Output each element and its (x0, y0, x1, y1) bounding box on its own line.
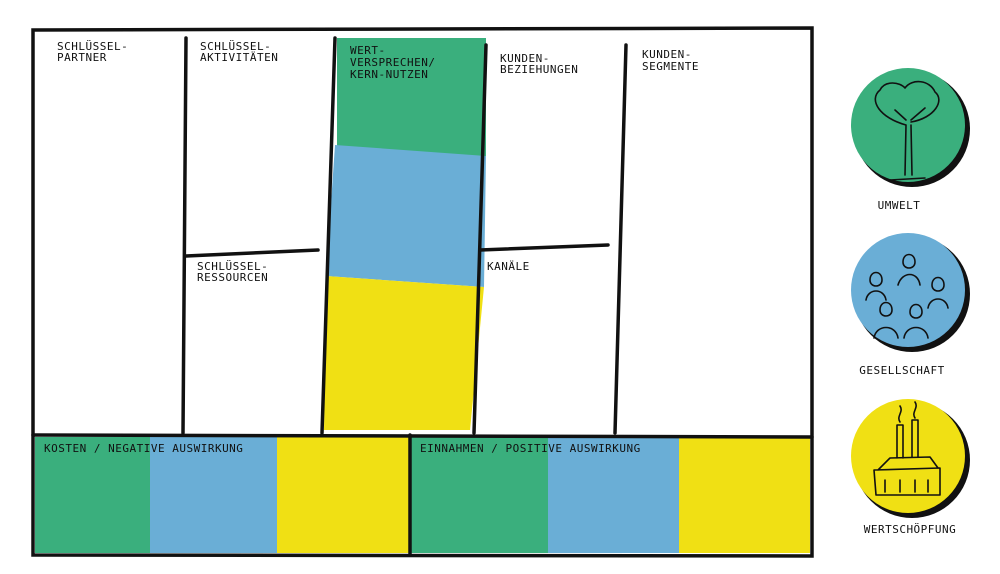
section-label: EINNAHMEN / POSITIVE AUSWIRKUNG (420, 442, 641, 455)
section-label: WERT- (350, 44, 386, 57)
section-label: SEGMENTE (642, 60, 699, 73)
section-label: BEZIEHUNGEN (500, 63, 578, 76)
section-label: SCHLÜSSEL- (197, 260, 268, 273)
section-label: KERN-NUTZEN (350, 68, 428, 81)
section-label: VERSPRECHEN/ (350, 56, 435, 69)
section-label: KUNDEN- (500, 52, 550, 65)
impact-label: WERTSCHÖPFUNG (864, 523, 957, 536)
impact-label: GESELLSCHAFT (859, 364, 944, 377)
frame (31, 26, 814, 558)
section-label: PARTNER (57, 51, 107, 64)
section-label: AKTIVITÄTEN (200, 51, 278, 64)
section-label: KANÄLE (487, 260, 530, 273)
impact-labels: UMWELT GESELLSCHAFT WERTSCHÖPFUNG (859, 199, 956, 536)
section-label: SCHLÜSSEL- (200, 40, 271, 53)
impact-label: UMWELT (878, 199, 921, 212)
color-fills (35, 38, 810, 553)
impact-icons (851, 68, 970, 518)
section-label: RESSOURCEN (197, 271, 268, 284)
section-labels: SCHLÜSSEL- PARTNER SCHLÜSSEL- AKTIVITÄTE… (44, 40, 699, 455)
section-label: SCHLÜSSEL- (57, 40, 128, 53)
section-label: KUNDEN- (642, 48, 692, 61)
section-label: KOSTEN / NEGATIVE AUSWIRKUNG (44, 442, 243, 455)
